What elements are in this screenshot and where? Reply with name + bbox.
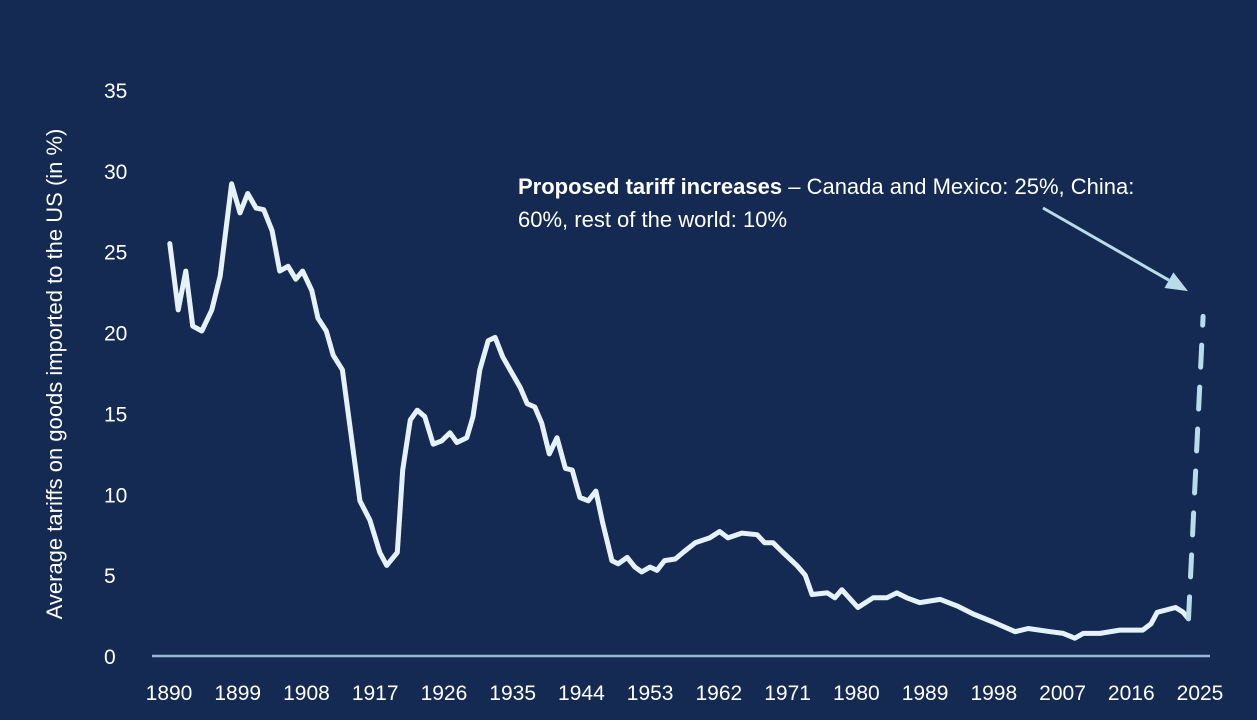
y-axis-ticks: 0 5 10 15 20 25 30 35 (104, 80, 127, 669)
arrow-head-icon (1164, 272, 1188, 292)
y-tick-label: 5 (104, 565, 116, 588)
x-tick-label: 1935 (489, 682, 536, 705)
y-tick-label: 25 (104, 242, 127, 265)
x-tick-label: 2007 (1039, 682, 1086, 705)
historical-tariff-line (167, 181, 1191, 641)
y-tick-label: 20 (104, 323, 127, 346)
arrow-shaft (1042, 206, 1170, 282)
x-tick-label: 2016 (1108, 682, 1155, 705)
projected-tariff-dashed-line (1186, 313, 1206, 622)
x-axis-ticks: 1890 1899 1908 1917 1926 1935 1944 1953 1962 1971… (146, 682, 1224, 705)
annotation-detail: – Canada and Mexico: 25%, China: 60%, re… (518, 174, 1135, 232)
y-tick-label: 30 (104, 161, 127, 184)
x-tick-label: 1962 (696, 682, 743, 705)
annotation-text: Proposed tariff increases – Canada and M… (518, 170, 1178, 236)
x-tick-label: 1890 (146, 682, 193, 705)
x-tick-label: 1908 (283, 682, 330, 705)
x-tick-label: 1944 (558, 682, 605, 705)
x-tick-label: 1989 (902, 682, 949, 705)
x-tick-label: 1926 (421, 682, 468, 705)
x-tick-label: 1953 (627, 682, 674, 705)
x-tick-label: 1917 (352, 682, 399, 705)
y-axis-label: Average tariffs on goods imported to the… (42, 129, 67, 620)
annotation-bold: Proposed tariff increases (518, 174, 783, 199)
x-tick-label: 1899 (214, 682, 261, 705)
y-tick-label: 0 (104, 646, 116, 669)
x-tick-label: 1980 (833, 682, 880, 705)
y-axis-label-group: Average tariffs on goods imported to the… (42, 129, 67, 620)
y-tick-label: 35 (104, 80, 127, 103)
x-tick-label: 2025 (1177, 682, 1224, 705)
x-tick-label: 1971 (764, 682, 811, 705)
y-tick-label: 10 (104, 484, 127, 507)
annotation-arrow (1042, 206, 1188, 292)
y-tick-label: 15 (104, 403, 127, 426)
x-tick-label: 1998 (970, 682, 1017, 705)
